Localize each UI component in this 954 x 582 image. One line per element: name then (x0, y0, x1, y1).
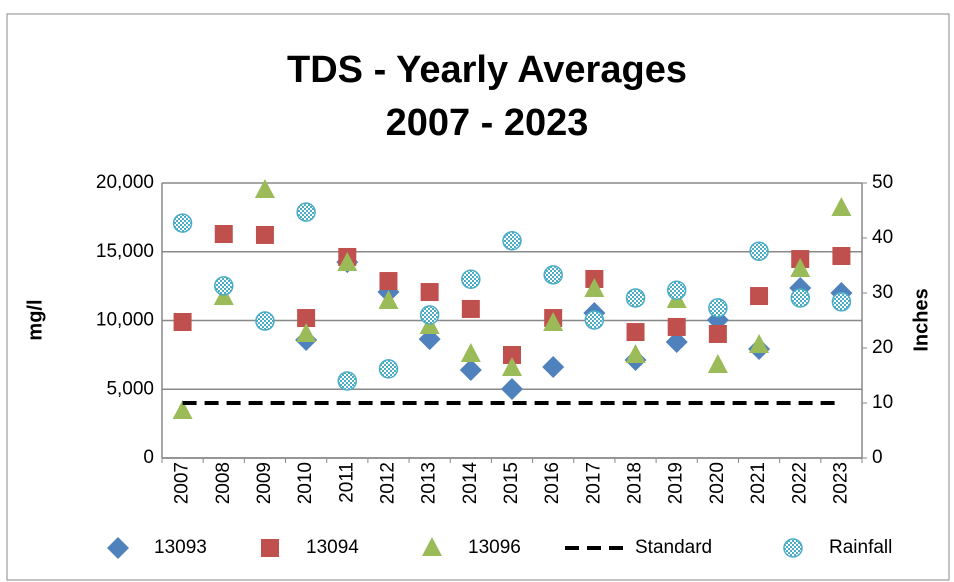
square-marker (708, 324, 727, 343)
y2-tick-label: 50 (872, 172, 893, 193)
square-marker (173, 313, 192, 332)
y2-tick-label: 30 (872, 282, 893, 303)
square-marker (214, 225, 233, 244)
x-tick-label: 2012 (377, 462, 398, 504)
triangle-marker (625, 344, 646, 364)
legend-label: Standard (635, 537, 712, 558)
square-marker (626, 323, 645, 342)
legend-label: 13096 (468, 537, 521, 558)
y-tick-label: 0 (143, 447, 154, 468)
y2-tick-label: 20 (872, 337, 893, 358)
square-marker (420, 283, 439, 302)
legend-label: Rainfall (829, 537, 892, 558)
x-tick-label: 2016 (542, 462, 563, 504)
x-tick-label: 2008 (213, 462, 234, 504)
rainfall-marker (831, 292, 852, 312)
legend-swatch (107, 537, 129, 559)
x-tick-label: 2007 (172, 462, 193, 504)
rainfall-marker (461, 269, 481, 289)
rainfall-marker (378, 359, 399, 379)
rainfall-marker (584, 310, 605, 330)
x-tick-label: 2022 (789, 462, 810, 504)
rainfall-marker (708, 298, 728, 318)
x-tick-label: 2011 (336, 462, 357, 503)
x-tick-label: 2014 (460, 462, 481, 505)
x-tick-label: 2009 (254, 462, 275, 504)
square-marker (832, 247, 851, 266)
y-tick-label: 15,000 (96, 241, 154, 262)
y2-tick-label: 10 (872, 392, 893, 413)
legend-swatch (783, 538, 803, 558)
x-tick-label: 2021 (748, 462, 769, 504)
triangle-marker (254, 179, 275, 199)
square-marker (255, 225, 274, 244)
rainfall-marker (337, 371, 358, 391)
rainfall-marker (296, 202, 316, 222)
square-marker (503, 346, 521, 365)
triangle-marker (831, 197, 852, 217)
rainfall-marker (255, 311, 275, 331)
legend-swatch (422, 537, 442, 556)
rainfall-marker (419, 305, 440, 325)
triangle-marker (707, 354, 728, 374)
y2-tick-label: 0 (872, 447, 883, 468)
diamond-marker (542, 355, 565, 378)
triangle-marker (460, 343, 481, 363)
triangle-marker (378, 289, 399, 309)
x-tick-label: 2010 (295, 462, 316, 504)
rainfall-marker (172, 213, 193, 233)
triangle-marker (296, 322, 317, 342)
legend-swatch (261, 539, 279, 557)
diamond-marker (501, 377, 523, 400)
x-tick-label: 2019 (666, 462, 687, 504)
triangle-marker (172, 399, 193, 419)
x-tick-label: 2020 (707, 462, 728, 504)
square-marker (750, 287, 769, 306)
legend-label: 13094 (306, 537, 359, 558)
y2-tick-label: 40 (872, 227, 893, 248)
triangle-marker (502, 356, 522, 376)
x-tick-label: 2015 (501, 462, 522, 504)
square-marker (379, 272, 398, 291)
rainfall-marker (543, 265, 563, 285)
triangle-marker (584, 278, 605, 298)
rainfall-marker (790, 288, 810, 308)
chart-title: 2007 - 2023 (386, 102, 589, 144)
rainfall-marker (666, 280, 687, 300)
x-tick-label: 2023 (830, 462, 851, 504)
y-tick-label: 20,000 (96, 172, 154, 193)
rainfall-marker (625, 288, 646, 308)
triangle-marker (337, 252, 358, 272)
diamond-marker (459, 359, 482, 381)
x-tick-label: 2017 (583, 462, 604, 504)
rainfall-marker (214, 276, 234, 296)
y2-axis-label: Inches (910, 288, 932, 351)
y-tick-label: 10,000 (96, 310, 154, 331)
x-tick-label: 2018 (625, 462, 646, 504)
triangle-marker (543, 311, 564, 331)
y-tick-label: 5,000 (106, 378, 154, 399)
y-axis-label: mg/l (24, 299, 46, 340)
chart-title: TDS - Yearly Averages (287, 49, 687, 91)
x-tick-label: 2013 (419, 462, 440, 504)
triangle-marker (749, 333, 770, 353)
diamond-marker (665, 330, 688, 353)
rainfall-marker (502, 231, 522, 251)
square-marker (461, 299, 480, 318)
square-marker (297, 309, 316, 328)
triangle-marker (790, 257, 811, 277)
rainfall-marker (749, 241, 769, 261)
square-marker (667, 317, 686, 336)
legend-label: 13093 (154, 537, 207, 558)
